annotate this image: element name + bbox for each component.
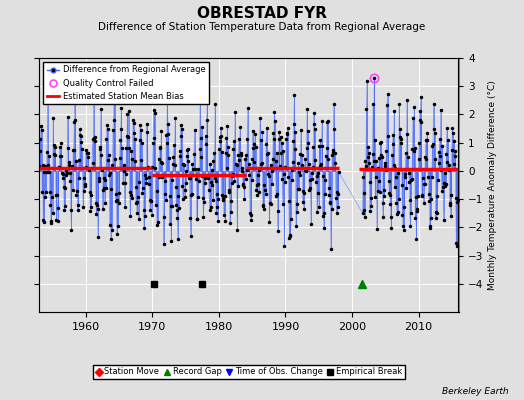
Y-axis label: Monthly Temperature Anomaly Difference (°C): Monthly Temperature Anomaly Difference (…: [488, 80, 497, 290]
Text: Difference of Station Temperature Data from Regional Average: Difference of Station Temperature Data f…: [99, 22, 425, 32]
Text: Berkeley Earth: Berkeley Earth: [442, 387, 508, 396]
Text: OBRESTAD FYR: OBRESTAD FYR: [197, 6, 327, 21]
Legend: Station Move, Record Gap, Time of Obs. Change, Empirical Break: Station Move, Record Gap, Time of Obs. C…: [93, 365, 405, 379]
